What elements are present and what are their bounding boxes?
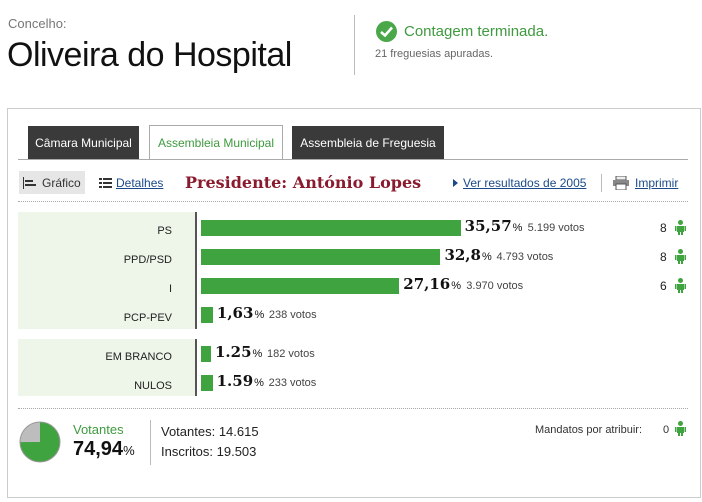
party-row: PPD/PSD 32,8% 4.793 votos 8 bbox=[0, 244, 702, 273]
mandatos-por-atribuir-value: 0 bbox=[663, 424, 670, 436]
parties-block bbox=[18, 212, 195, 329]
imprimir-label: Imprimir bbox=[635, 176, 679, 190]
footer-divider bbox=[150, 420, 151, 465]
tab-underline bbox=[18, 159, 688, 160]
vote-percent: 35,57% bbox=[464, 217, 523, 235]
check-icon bbox=[376, 21, 397, 42]
header-divider bbox=[354, 15, 355, 75]
vote-percent: 1,63% bbox=[216, 304, 265, 322]
party-row: PS 35,57% 5.199 votos 8 bbox=[0, 215, 702, 244]
party-name: PPD/PSD bbox=[123, 254, 172, 266]
party-row: PCP-PEV 1,63% 238 votos bbox=[0, 302, 702, 331]
ver-resultados-label: Ver resultados de 2005 bbox=[463, 176, 587, 190]
tab-assembleia-freguesia[interactable]: Assembleia de Freguesia bbox=[292, 126, 444, 159]
count-status: Contagem terminada. bbox=[404, 23, 549, 40]
mandates-count: 6 bbox=[660, 279, 667, 293]
mandates-count: 8 bbox=[660, 221, 667, 235]
party-name: PS bbox=[157, 225, 172, 237]
ver-resultados-link[interactable]: Ver resultados de 2005 bbox=[453, 176, 586, 190]
vote-bar bbox=[201, 375, 213, 391]
divider-bottom bbox=[18, 408, 688, 409]
vote-bar bbox=[201, 249, 441, 265]
party-row: I 27,16% 3.970 votos 6 bbox=[0, 273, 702, 302]
vote-count: 233 votos bbox=[268, 377, 317, 389]
parishes-count: 21 freguesias apuradas. bbox=[375, 48, 494, 60]
party-name: PCP-PEV bbox=[123, 312, 172, 324]
inscritos-count: Inscritos: 19.503 bbox=[161, 444, 257, 459]
mandatos-por-atribuir-label: Mandatos por atribuir: bbox=[535, 424, 642, 436]
party-name: I bbox=[168, 283, 172, 295]
others-block bbox=[18, 339, 195, 396]
votantes-label: Votantes bbox=[73, 422, 124, 437]
vote-bar bbox=[201, 220, 461, 236]
person-icon bbox=[675, 278, 686, 293]
vote-percent: 1.25% bbox=[215, 343, 263, 361]
vote-percent: 1.59% bbox=[216, 372, 264, 390]
person-icon bbox=[675, 421, 686, 436]
other-name: NULOS bbox=[134, 380, 172, 392]
vote-count: 182 votos bbox=[267, 348, 315, 360]
mandates-count: 8 bbox=[660, 250, 667, 264]
vote-bar bbox=[201, 278, 400, 294]
page-title: Oliveira do Hospital bbox=[7, 36, 292, 74]
vote-count: 3.970 votos bbox=[466, 280, 524, 292]
list-icon bbox=[99, 177, 112, 188]
votantes-count: Votantes: 14.615 bbox=[161, 424, 259, 439]
detalhes-link[interactable]: Detalhes bbox=[99, 176, 163, 190]
turnout-slice bbox=[20, 422, 60, 462]
imprimir-link[interactable]: Imprimir bbox=[613, 176, 678, 190]
grafico-button[interactable]: Gráfico bbox=[19, 171, 85, 194]
arrow-right-icon bbox=[453, 179, 458, 187]
other-name: EM BRANCO bbox=[105, 351, 172, 363]
chart-icon bbox=[23, 176, 36, 189]
toolbar-divider bbox=[601, 174, 602, 192]
printer-icon bbox=[613, 176, 629, 190]
other-row: NULOS 1.59% 233 votos bbox=[0, 370, 702, 399]
vote-count: 5.199 votos bbox=[527, 222, 585, 234]
person-icon bbox=[675, 220, 686, 235]
tab-camara-municipal[interactable]: Câmara Municipal bbox=[28, 126, 139, 159]
grafico-label: Gráfico bbox=[42, 175, 81, 190]
vote-bar bbox=[201, 307, 213, 323]
detalhes-label: Detalhes bbox=[116, 176, 164, 190]
vote-count: 4.793 votos bbox=[496, 251, 554, 263]
vote-percent: 27,16% bbox=[403, 275, 462, 293]
turnout-pie bbox=[19, 421, 61, 463]
vote-bar bbox=[201, 346, 211, 362]
other-row: EM BRANCO 1.25% 182 votos bbox=[0, 341, 702, 370]
tab-assembleia-municipal[interactable]: Assembleia Municipal bbox=[149, 125, 283, 160]
others-axis bbox=[195, 339, 197, 396]
president-name: Presidente: António Lopes bbox=[185, 173, 422, 192]
parties-axis bbox=[195, 212, 197, 329]
divider-top bbox=[18, 201, 688, 202]
concelho-label: Concelho: bbox=[8, 16, 67, 31]
votantes-percent: 74,94% bbox=[73, 438, 135, 460]
person-icon bbox=[675, 249, 686, 264]
vote-percent: 32,8% bbox=[444, 246, 492, 264]
vote-count: 238 votos bbox=[268, 309, 317, 321]
